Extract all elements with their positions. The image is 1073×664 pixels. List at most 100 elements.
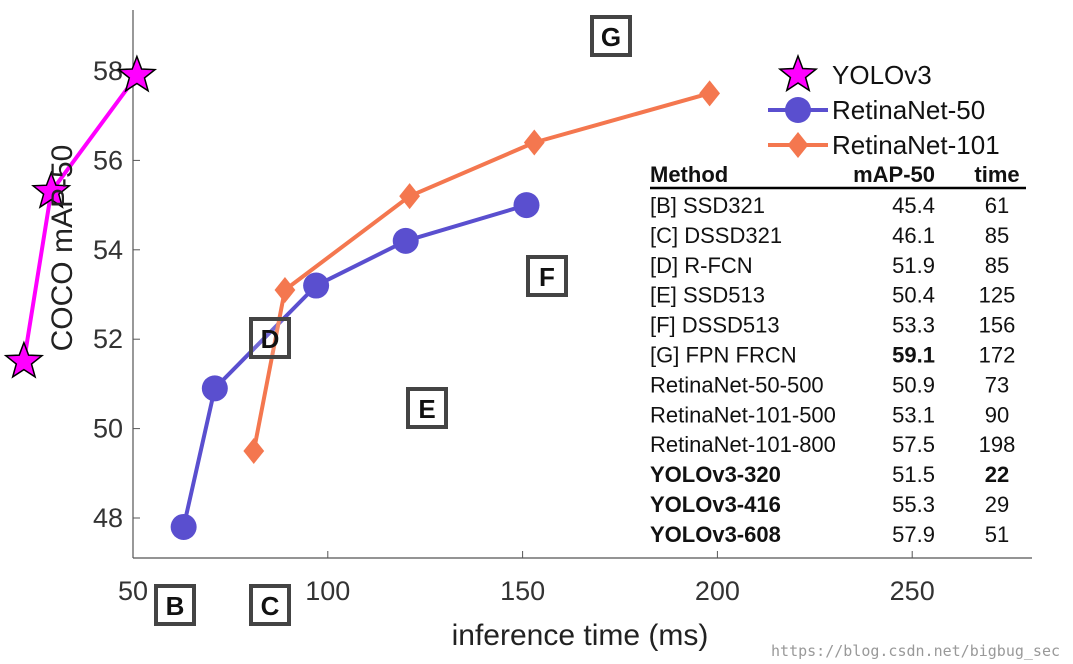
legend-item-retinanet-50: RetinaNet-50 [768, 95, 985, 125]
annotation-box-d: D [249, 317, 291, 359]
legend-label: RetinaNet-50 [832, 95, 985, 125]
table-row: RetinaNet-50-500 50.9 73 [650, 372, 1009, 397]
table-cell-time: 22 [985, 462, 1009, 487]
table-cell-time: 172 [979, 343, 1016, 368]
x-axis-label: inference time (ms) [452, 619, 709, 652]
data-point [699, 80, 721, 107]
annotation-box-f: F [526, 255, 568, 297]
table-header-time: time [974, 162, 1019, 187]
table-cell-map: 50.4 [892, 283, 935, 308]
annotation-label: F [539, 262, 555, 292]
data-point [392, 227, 419, 254]
table-cell-method: [B] SSD321 [650, 193, 765, 218]
table-cell-method: RetinaNet-101-500 [650, 402, 836, 427]
table-row: RetinaNet-101-800 57.5 198 [650, 432, 1015, 457]
table-cell-method: YOLOv3-416 [650, 492, 781, 517]
legend-marker [777, 53, 819, 93]
data-point [31, 170, 72, 209]
y-tick-label: 52 [93, 324, 123, 354]
legend-marker [785, 97, 811, 123]
y-tick-label: 54 [93, 235, 123, 265]
data-point [243, 437, 265, 464]
annotation-frame [526, 255, 568, 297]
data-point [116, 54, 158, 93]
annotation-label: B [166, 591, 185, 621]
annotation-frame [406, 387, 448, 429]
annotation-frame [590, 15, 632, 57]
x-tick-label: 150 [500, 576, 545, 606]
table-row: YOLOv3-608 57.9 51 [650, 522, 1009, 547]
data-point [201, 375, 228, 402]
table-cell-method: RetinaNet-101-800 [650, 432, 836, 457]
legend-item-yolov3: YOLOv3 [777, 53, 932, 93]
table-row: [F] DSSD513 53.3 156 [650, 313, 1015, 338]
table-row: [B] SSD321 45.4 61 [650, 193, 1009, 218]
table-cell-map: 51.5 [892, 462, 935, 487]
table-cell-map: 57.5 [892, 432, 935, 457]
table-cell-map: 50.9 [892, 372, 935, 397]
series-retinanet-101 [243, 80, 721, 464]
table-cell-map: 55.3 [892, 492, 935, 517]
table-cell-map: 53.1 [892, 402, 935, 427]
legend: YOLOv3 RetinaNet-50 RetinaNet-101 [768, 53, 1000, 160]
axes: 48 50 52 54 56 58 50 100 150 200 250 [93, 10, 1032, 606]
table-header-method: Method [650, 162, 728, 187]
table-cell-time: 90 [985, 402, 1009, 427]
table-cell-map: 45.4 [892, 193, 935, 218]
annotation-box-g: G [590, 15, 632, 57]
watermark: https://blog.csdn.net/bigbug_sec [771, 642, 1060, 660]
annotation-box-b: B [154, 584, 196, 626]
table-cell-time: 61 [985, 193, 1009, 218]
table-cell-map: 51.9 [892, 253, 935, 278]
series-yolov3 [3, 54, 158, 379]
table-cell-method: [D] R-FCN [650, 253, 753, 278]
table-cell-time: 85 [985, 253, 1009, 278]
annotation-box-e: E [406, 387, 448, 429]
table-row: YOLOv3-416 55.3 29 [650, 492, 1009, 517]
data-point [3, 340, 45, 379]
table-row: RetinaNet-101-500 53.1 90 [650, 402, 1009, 427]
annotation-layer: B C D E F G [154, 15, 632, 626]
x-tick-label: 250 [890, 576, 935, 606]
table-header-map: mAP-50 [853, 162, 935, 187]
data-point [274, 277, 296, 304]
table-cell-method: [G] FPN FRCN [650, 343, 797, 368]
y-axis-label: COCO mAP-50 [46, 145, 79, 352]
annotation-label: E [418, 394, 435, 424]
legend-marker [787, 132, 809, 158]
table-cell-map: 46.1 [892, 223, 935, 248]
data-point [523, 129, 545, 156]
results-table: Method mAP-50 time [B] SSD321 45.4 61 [C] DSSD… [650, 162, 1026, 547]
series-line [251, 91, 711, 452]
series-line [181, 203, 528, 528]
data-point [303, 272, 330, 299]
x-tick-label: 200 [695, 576, 740, 606]
annotation-frame [249, 584, 291, 626]
table-cell-method: [F] DSSD513 [650, 313, 780, 338]
table-cell-map: 59.1 [892, 343, 935, 368]
table-cell-method: YOLOv3-320 [650, 462, 781, 487]
table-row: [D] R-FCN 51.9 85 [650, 253, 1009, 278]
series-layer [3, 54, 721, 540]
legend-item-retinanet-101: RetinaNet-101 [768, 130, 1000, 160]
table-cell-method: [E] SSD513 [650, 283, 765, 308]
table-cell-method: YOLOv3-608 [650, 522, 781, 547]
table-cell-map: 57.9 [892, 522, 935, 547]
annotation-label: D [261, 324, 280, 354]
table-row: YOLOv3-320 51.5 22 [650, 462, 1009, 487]
annotation-label: C [261, 591, 280, 621]
y-tick-label: 48 [93, 503, 123, 533]
data-point [399, 183, 421, 210]
x-tick-label: 100 [305, 576, 350, 606]
table-cell-time: 29 [985, 492, 1009, 517]
legend-label: YOLOv3 [832, 60, 932, 90]
legend-label: RetinaNet-101 [832, 130, 1000, 160]
annotation-box-c: C [249, 584, 291, 626]
table-cell-method: [C] DSSD321 [650, 223, 782, 248]
table-cell-method: RetinaNet-50-500 [650, 372, 824, 397]
y-tick-label: 58 [93, 56, 123, 86]
table-cell-time: 73 [985, 372, 1009, 397]
table-cell-map: 53.3 [892, 313, 935, 338]
table-row: [E] SSD513 50.4 125 [650, 283, 1015, 308]
series-retinanet-50 [170, 192, 540, 540]
